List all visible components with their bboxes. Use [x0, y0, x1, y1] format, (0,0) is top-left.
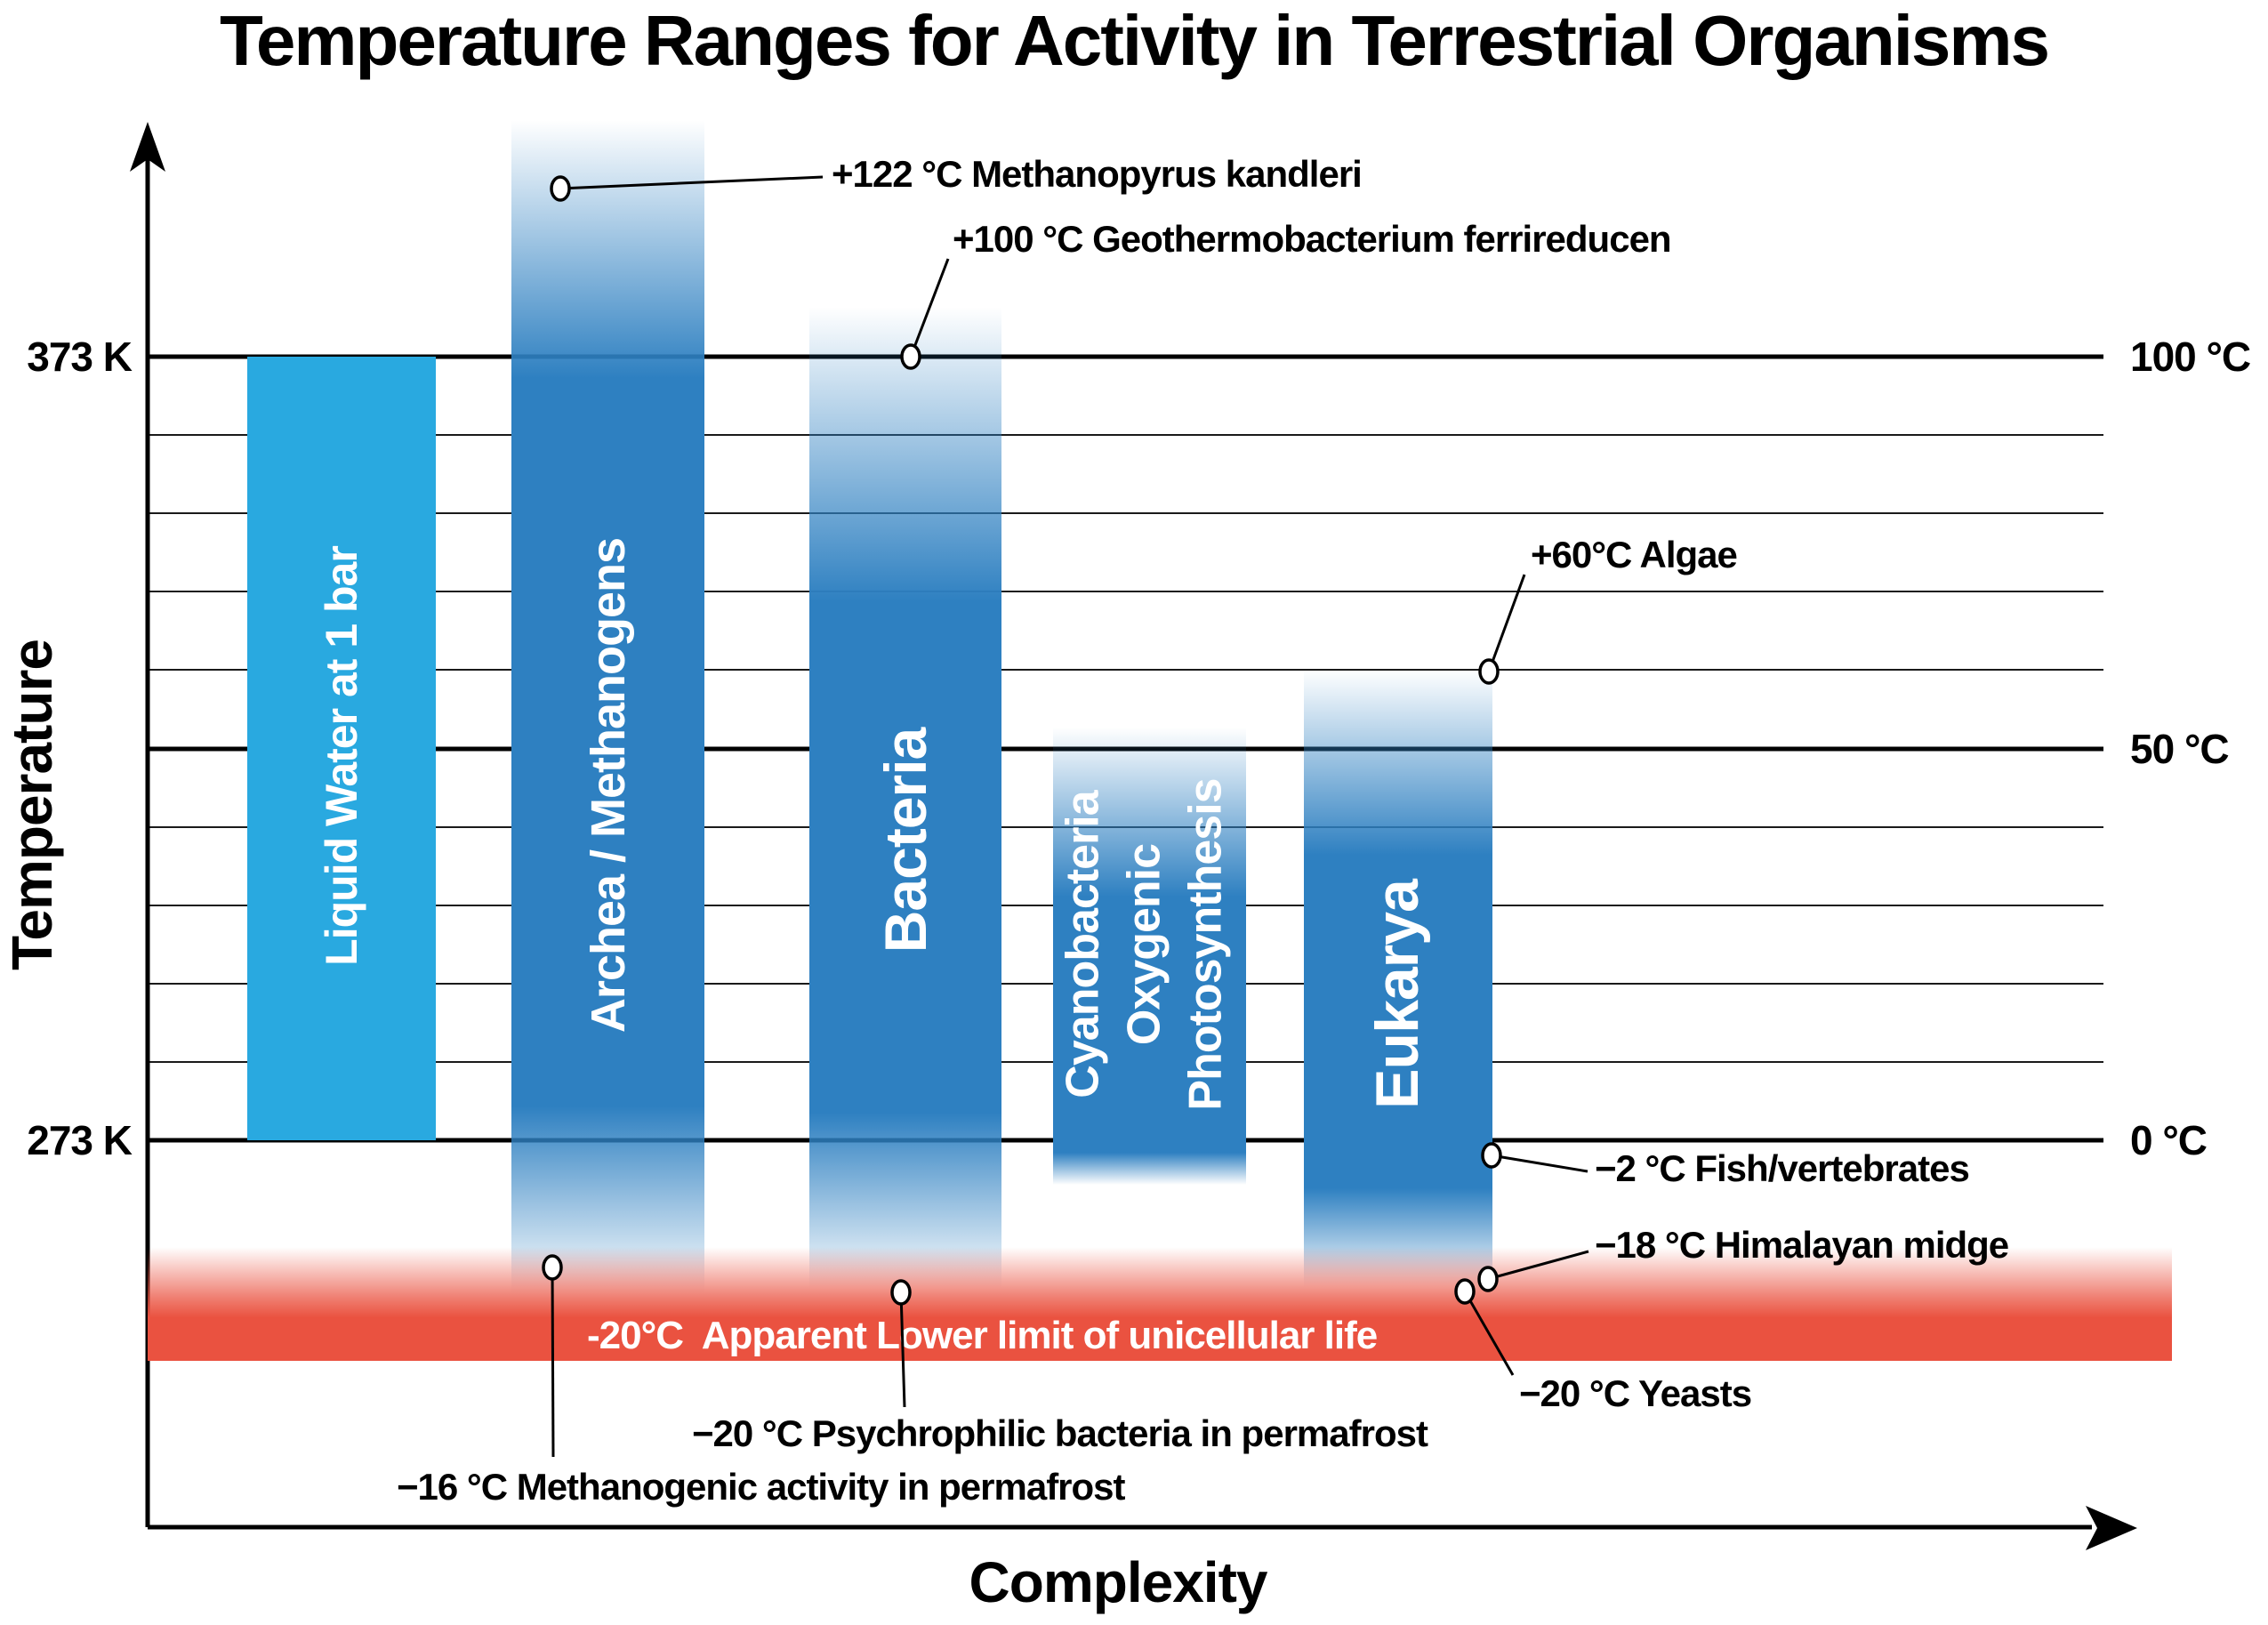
annotation-text-methanopyrus: +122 °C Methanopyrus kandleri [832, 153, 1363, 195]
y-axis-arrow-icon [130, 122, 165, 172]
annotation-text-fish: −2 °C Fish/vertebrates [1595, 1147, 1970, 1189]
bar-eukarya [1304, 670, 1492, 1287]
annotation-marker-yeasts [1454, 1278, 1476, 1305]
annotation-text-midge: −18 °C Himalayan midge [1595, 1224, 2009, 1266]
y-tick-right-100c: 100 °C [2130, 334, 2251, 380]
y-tick-right-50c: 50 °C [2130, 726, 2230, 772]
annotation-marker-fish [1481, 1142, 1502, 1169]
annotation-text-yeasts: −20 °C Yeasts [1519, 1372, 1752, 1414]
bar-archea [511, 120, 704, 1294]
bar-cyanobacteria [1053, 728, 1246, 1185]
annotation-marker-methanogenic [542, 1254, 563, 1281]
y-tick-right-0c: 0 °C [2130, 1117, 2208, 1163]
y-tick-left-373k: 373 K [27, 334, 133, 380]
annotation-marker-methanopyrus [550, 175, 571, 202]
bar-liquid-water [247, 357, 436, 1140]
chart-title: Temperature Ranges for Activity in Terre… [219, 1, 2050, 80]
annotation-line-midge [1487, 1250, 1589, 1281]
y-tick-left-273k: 273 K [27, 1117, 133, 1163]
annotation-text-methanogenic: −16 °C Methanogenic activity in permafro… [397, 1466, 1126, 1508]
annotation-line-psychro [899, 1291, 906, 1408]
annotation-marker-algae [1478, 658, 1500, 685]
annotation-line-methanogenic [551, 1267, 555, 1458]
annotation-text-geothermo: +100 °C Geothermobacterium ferrireducen [953, 218, 1672, 260]
annotation-text-algae: +60°C Algae [1531, 534, 1738, 575]
annotation-line-algae [1487, 574, 1526, 672]
annotation-marker-geothermo [900, 343, 921, 370]
annotation-marker-psychro [890, 1279, 912, 1306]
annotation-line-fish [1491, 1154, 1588, 1173]
annotation-line-yeasts [1463, 1291, 1515, 1376]
bar-bacteria [809, 307, 1001, 1290]
annotation-marker-midge [1477, 1266, 1499, 1292]
x-axis-title: Complexity [969, 1550, 1268, 1614]
x-axis-arrow-icon [2086, 1506, 2137, 1550]
annotation-line-methanopyrus [559, 175, 824, 190]
lower-limit-band-label: -20°C Apparent Lower limit of unicellula… [587, 1314, 1378, 1357]
lower-limit-band: -20°C Apparent Lower limit of unicellula… [148, 1247, 2172, 1361]
annotation-text-psychro: −20 °C Psychrophilic bacteria in permafr… [692, 1412, 1428, 1454]
annotation-line-geothermo [909, 258, 950, 358]
